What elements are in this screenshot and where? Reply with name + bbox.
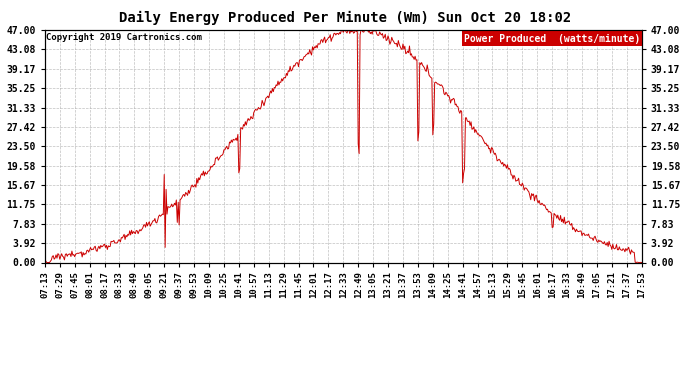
Text: Daily Energy Produced Per Minute (Wm) Sun Oct 20 18:02: Daily Energy Produced Per Minute (Wm) Su…: [119, 11, 571, 26]
Text: Copyright 2019 Cartronics.com: Copyright 2019 Cartronics.com: [46, 33, 202, 42]
Text: Power Produced  (watts/minute): Power Produced (watts/minute): [464, 33, 640, 44]
